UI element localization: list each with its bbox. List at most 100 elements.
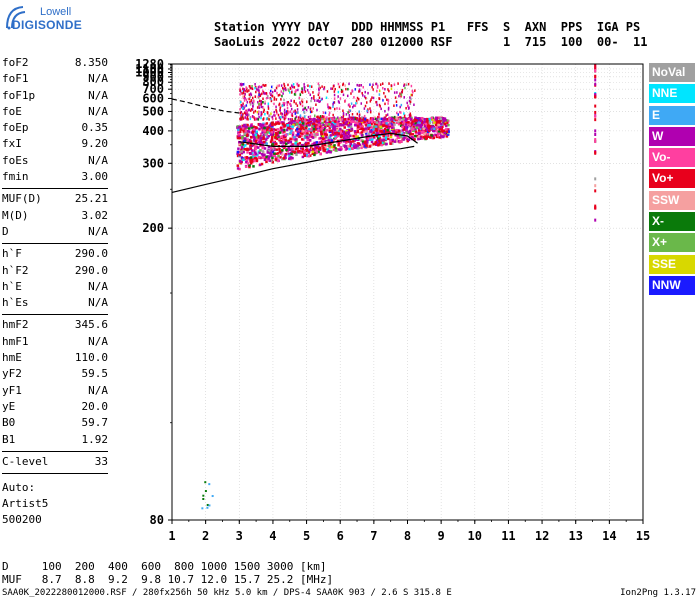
echo-point <box>370 138 374 141</box>
echo-point <box>361 141 365 144</box>
echo-point <box>410 97 412 101</box>
echo-point <box>355 102 357 105</box>
echo-point <box>331 117 334 121</box>
echo-point <box>239 141 243 145</box>
echo-point <box>318 116 321 120</box>
echo-point <box>254 82 256 86</box>
echo-point <box>398 118 401 121</box>
echo-point <box>254 109 257 113</box>
echo-point <box>378 137 382 140</box>
param-label: fxI <box>2 137 22 151</box>
echo-point <box>243 95 246 98</box>
echo-point <box>385 118 388 121</box>
echo-point <box>434 123 438 127</box>
echo-point <box>289 102 291 106</box>
echo-point <box>262 110 265 114</box>
echo-point <box>369 83 371 86</box>
echo-point <box>327 107 330 110</box>
echo-point <box>378 114 380 117</box>
echo-point <box>387 130 390 134</box>
echo-point <box>354 144 358 147</box>
echo-point <box>318 100 320 104</box>
param-label: yF2 <box>2 367 22 381</box>
echo-point <box>281 138 285 141</box>
echo-point <box>594 82 597 86</box>
echo-point <box>249 95 251 99</box>
echo-point <box>380 139 384 142</box>
x-tick-label: 1 <box>168 529 175 543</box>
echo-point <box>303 111 306 115</box>
echo-point <box>409 112 412 115</box>
echo-point <box>260 100 262 104</box>
echo-point <box>372 128 375 131</box>
echo-point <box>242 91 245 95</box>
echo-point <box>309 146 313 150</box>
echo-point <box>365 142 368 145</box>
echo-point <box>242 87 244 91</box>
echo-point <box>389 135 393 139</box>
echo-point <box>346 134 349 138</box>
echo-point <box>237 136 241 140</box>
echo-point <box>293 135 296 139</box>
echo-point <box>342 112 345 115</box>
echo-point <box>333 97 336 100</box>
echo-point <box>358 117 361 121</box>
echo-point <box>382 99 384 102</box>
echo-point <box>322 146 325 150</box>
echo-point <box>202 497 205 500</box>
echo-point <box>300 143 304 147</box>
echo-point <box>301 104 304 108</box>
echo-point <box>359 131 362 135</box>
echo-point <box>244 105 246 108</box>
echo-point <box>253 100 255 103</box>
echo-point <box>270 85 273 89</box>
echo-point <box>291 147 294 151</box>
echo-point <box>405 121 409 124</box>
echo-point <box>373 116 376 119</box>
echo-point <box>304 90 307 93</box>
echo-point <box>402 133 405 136</box>
echo-point <box>377 122 381 126</box>
echo-point <box>285 128 289 132</box>
echo-point <box>371 119 375 122</box>
echo-point <box>356 144 360 148</box>
echo-point <box>264 138 268 141</box>
param-row: yE 20.0 <box>2 400 108 416</box>
echo-point <box>373 142 377 146</box>
echo-point <box>310 121 313 125</box>
echo-point <box>350 119 353 122</box>
echo-point <box>369 107 371 110</box>
echo-point <box>294 120 297 123</box>
echo-point <box>321 144 324 147</box>
echo-point <box>429 136 432 139</box>
echo-point <box>375 100 377 104</box>
echo-point <box>284 114 286 117</box>
echo-point <box>283 130 286 133</box>
echo-point <box>339 140 343 144</box>
echo-point <box>253 118 256 121</box>
echo-point <box>419 127 423 130</box>
echo-point <box>370 98 372 101</box>
echo-point <box>243 140 246 143</box>
echo-point <box>393 119 396 122</box>
echo-point <box>362 118 365 121</box>
echo-point <box>323 117 327 121</box>
echo-point <box>277 154 280 158</box>
echo-point <box>282 101 285 105</box>
echo-point <box>261 126 265 130</box>
param-row: fmin 3.00 <box>2 170 108 186</box>
echo-point <box>312 143 316 146</box>
echo-point <box>261 146 264 150</box>
legend-item: X- <box>649 212 695 232</box>
echo-point <box>335 120 339 124</box>
echo-point <box>258 110 260 113</box>
echo-point <box>408 129 412 133</box>
echo-point <box>267 149 271 153</box>
echo-point <box>427 135 430 138</box>
echo-point <box>401 129 404 132</box>
echo-point <box>386 98 388 101</box>
echo-point <box>400 111 402 114</box>
echo-point <box>442 117 445 121</box>
echo-point <box>299 116 302 119</box>
echo-point <box>249 147 253 150</box>
